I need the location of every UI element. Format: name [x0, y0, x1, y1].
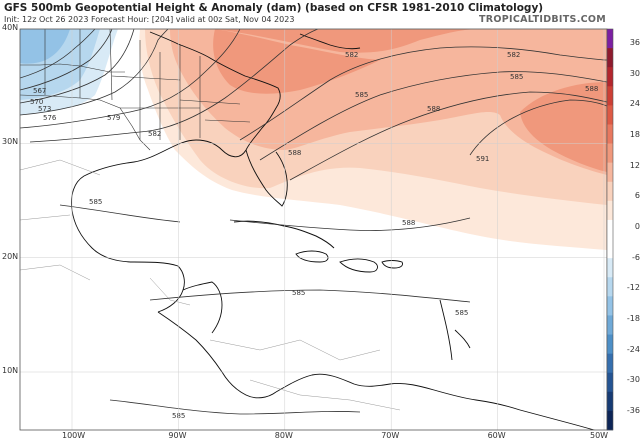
- mexico-state-lines: [20, 159, 401, 411]
- contour-label: 591: [476, 155, 489, 163]
- colorbar-segment: [607, 277, 613, 297]
- colorbar-label: 0: [634, 222, 640, 231]
- colorbar-segment: [607, 219, 613, 240]
- contour-label: 582: [345, 51, 358, 59]
- longitude-label: 80W: [274, 431, 293, 440]
- colorbar-segment: [607, 105, 613, 125]
- contour-label: 585: [355, 91, 368, 99]
- colorbar-label: 30: [629, 68, 640, 78]
- colorbar-segment: [607, 239, 613, 259]
- colorbar-segment: [607, 391, 613, 412]
- colorbar-segment: [607, 410, 613, 431]
- contour-label: 588: [427, 105, 440, 113]
- colorbar-label: 24: [629, 99, 640, 109]
- anomaly-shading-core-east: [520, 82, 607, 172]
- contour-label: 570: [30, 98, 43, 106]
- colorbar-segment: [607, 162, 613, 183]
- contour-label: 585: [292, 289, 305, 297]
- colorbar-label: -36: [626, 406, 640, 415]
- contour-label: 585: [510, 73, 523, 81]
- colorbar-segment: [607, 86, 613, 106]
- longitude-label: 70W: [381, 431, 400, 440]
- colorbar-segment: [607, 181, 613, 202]
- map-subtitle: Init: 12z Oct 26 2023 Forecast Hour: [20…: [4, 15, 295, 24]
- contour-label: 585: [455, 309, 468, 317]
- contour-label: 588: [585, 85, 598, 93]
- brand-logo: TROPICALTIDBITS.COM: [479, 14, 606, 25]
- contour-label: 579: [107, 114, 120, 122]
- longitude-label: 100W: [62, 431, 86, 440]
- colorbar-segment: [607, 334, 613, 354]
- latitude-label: 10N: [2, 366, 19, 375]
- colorbar-segment: [607, 143, 613, 163]
- latitude-label: 20N: [2, 251, 19, 261]
- contour-label: 585: [172, 412, 185, 420]
- contour-label: 582: [507, 51, 520, 59]
- longitude-label: 60W: [487, 431, 506, 440]
- colorbar-segment: [607, 29, 613, 49]
- contour-label: 588: [288, 149, 301, 157]
- colorbar-segment: [607, 124, 613, 144]
- latitude-label: 30N: [2, 137, 19, 147]
- contour-label: 582: [148, 130, 161, 138]
- colorbar-segment: [607, 353, 613, 374]
- colorbar-segment: [607, 372, 613, 393]
- colorbar-segment: [607, 315, 613, 335]
- colorbar-label: 6: [634, 191, 640, 201]
- contour-label: 585: [89, 198, 102, 206]
- longitude-label: 50W: [590, 431, 609, 440]
- contour-label: 573: [38, 105, 51, 113]
- height-contours: [20, 29, 607, 415]
- longitude-label: 90W: [168, 431, 187, 440]
- colorbar-segment: [607, 200, 613, 221]
- colorbar-label: -30: [626, 375, 640, 385]
- map-title: GFS 500mb Geopotential Height & Anomaly …: [4, 2, 544, 14]
- contour-label: 576: [43, 114, 57, 122]
- colorbar-label: -12: [626, 283, 640, 293]
- contour-labels: 582 582 585 588 588 591 585 588 588 585 …: [30, 51, 598, 420]
- colorbar-frame: [606, 28, 614, 431]
- colorbar-segment: [607, 67, 613, 87]
- colorbar-segment: [607, 258, 613, 278]
- colorbar-label: 18: [629, 130, 640, 139]
- colorbar-label: -24: [626, 344, 640, 354]
- colorbar-label: -6: [632, 252, 640, 262]
- graticule: [20, 29, 607, 430]
- contour-label: 567: [33, 87, 46, 95]
- colorbar-label: 12: [629, 160, 640, 170]
- colorbar-segment: [607, 296, 613, 316]
- contour-label: 588: [402, 219, 415, 227]
- colorbar: [606, 28, 614, 431]
- colorbar-segment: [607, 48, 613, 68]
- colorbar-label: -18: [626, 314, 640, 323]
- latitude-label: 40N: [2, 23, 19, 32]
- anomaly-shading-core: [213, 29, 480, 94]
- colorbar-label: 36: [629, 38, 640, 47]
